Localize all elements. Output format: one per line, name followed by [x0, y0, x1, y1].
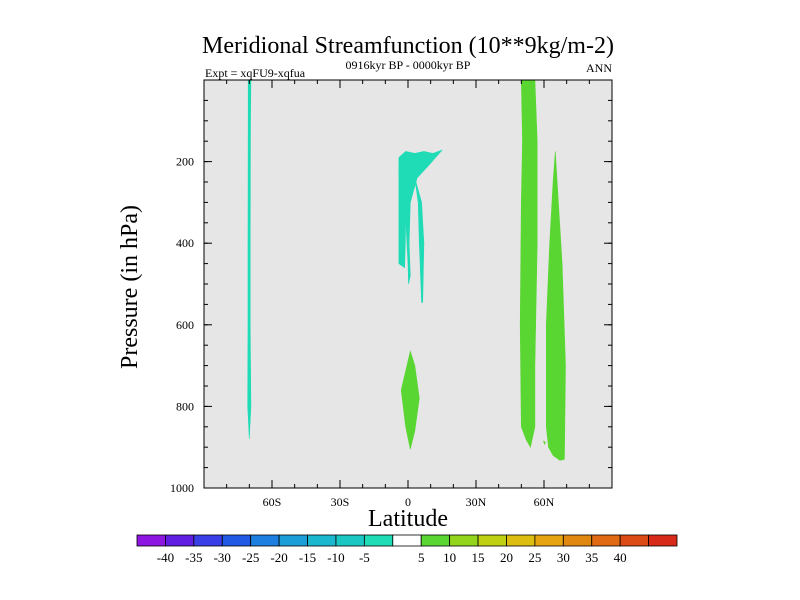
period-label: 0916kyr BP - 0000kyr BP — [346, 58, 471, 72]
season-label: ANN — [586, 61, 612, 75]
colorbar-label: 10 — [443, 550, 456, 565]
x-axis-label: Latitude — [368, 506, 448, 532]
colorbar-swatch — [591, 534, 621, 547]
colorbar-label: -15 — [299, 550, 316, 565]
colorbar-label: -20 — [270, 550, 287, 565]
colorbar-labels: -40 -35 -30 -25 -20 -15 -10 -5 5 10 15 20 25 30 35 40 — [157, 550, 627, 565]
x-tick-label: 30S — [331, 495, 350, 509]
contour-region-band-50N — [519, 79, 538, 449]
colorbar-label: 15 — [472, 550, 485, 565]
colorbar-label: 40 — [614, 550, 627, 565]
colorbar-swatch — [335, 534, 365, 547]
contour-region-band-65N — [545, 151, 566, 461]
x-tick-label: 60N — [534, 495, 555, 509]
colorbar-swatch — [449, 534, 479, 547]
x-tick-label: 60S — [263, 495, 282, 509]
plot-frame — [203, 79, 613, 489]
colorbar-label: -5 — [359, 550, 370, 565]
colorbar-swatch — [420, 534, 451, 547]
colorbar-swatch — [534, 534, 564, 547]
y-tick-label: 200 — [176, 155, 194, 169]
contour-region-lower-equatorial — [400, 350, 420, 450]
colorbar-swatch — [165, 534, 195, 547]
colorbar-label: 20 — [500, 550, 513, 565]
colorbar-label: -30 — [214, 550, 231, 565]
colorbar-swatch — [278, 534, 308, 547]
colorbar-swatch — [193, 534, 223, 547]
tick-labels: 60S 30S 0 30N 60N 200 400 600 800 1000 — [170, 155, 555, 509]
colorbar-label: 35 — [585, 550, 598, 565]
x-tick-label: 30N — [466, 495, 487, 509]
colorbar-swatch — [250, 534, 280, 547]
colorbar-label: -25 — [242, 550, 259, 565]
colorbar-swatch — [619, 534, 649, 547]
colorbar-label: 30 — [557, 550, 570, 565]
contour-region-upper-equatorial-root — [414, 177, 425, 303]
y-tick-label: 1000 — [170, 481, 194, 495]
colorbar-swatch — [477, 534, 507, 547]
colorbar-swatch — [307, 534, 337, 547]
y-tick-label: 400 — [176, 236, 194, 250]
colorbar-label: -35 — [185, 550, 202, 565]
colorbar-swatch — [562, 534, 593, 547]
colorbar-label: 25 — [528, 550, 541, 565]
x-tick-label: 0 — [405, 495, 411, 509]
experiment-label: Expt = xqFU9-xqfua — [205, 66, 306, 80]
axis-ticks — [204, 80, 612, 489]
colorbar-label: -40 — [157, 550, 174, 565]
y-axis-label: Pressure (in hPa) — [117, 205, 143, 369]
colorbar-label: -10 — [327, 550, 344, 565]
colorbar-swatch — [363, 534, 394, 547]
y-tick-label: 600 — [176, 318, 194, 332]
chart-title: Meridional Streamfunction (10**9kg/m-2) — [202, 33, 614, 59]
contour-region-speck-60N — [542, 440, 546, 446]
colorbar-swatch — [136, 534, 166, 547]
colorbar-swatch — [392, 534, 422, 547]
colorbar-swatch — [221, 534, 252, 547]
colorbar-swatch — [506, 534, 536, 547]
contour-regions — [247, 79, 566, 461]
plot-area — [203, 79, 613, 489]
contour-region-upper-equatorial-tail — [398, 165, 407, 269]
contour-region-band-70S — [247, 79, 252, 440]
colorbar — [136, 534, 678, 547]
y-tick-label: 800 — [176, 399, 194, 413]
colorbar-swatch — [648, 534, 678, 547]
colorbar-label: 5 — [418, 550, 425, 565]
